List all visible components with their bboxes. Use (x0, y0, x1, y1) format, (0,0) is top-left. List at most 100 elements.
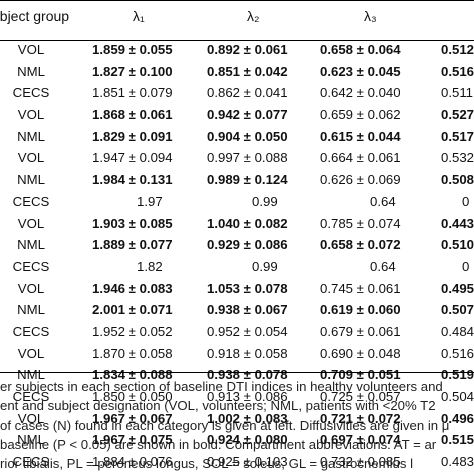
table-row: NML 1.984 ± 0.131 0.989 ± 0.124 0.626 ± 0.0… (0, 170, 474, 192)
cell-lambda2: 0.938 ± 0.078 (207, 367, 288, 383)
cell-subject-group: NML (17, 432, 45, 448)
cell-lambda1: 1.870 ± 0.058 (92, 345, 173, 361)
table-row: NML 1.827 ± 0.100 0.851 ± 0.042 0.623 ± 0.0… (0, 62, 474, 84)
cell-lambda3: 0.623 ± 0.045 (320, 63, 401, 79)
cell-lambda2: 0.924 ± 0.080 (207, 432, 288, 448)
table-row: VOL 1.868 ± 0.061 0.942 ± 0.077 0.659 ± 0.0… (0, 105, 474, 127)
cell-lambda4: 0 (462, 193, 470, 209)
cell-lambda4: 0.527 (441, 107, 474, 123)
cell-lambda1: 1.850 ± 0.050 (92, 389, 173, 404)
cell-lambda3: 0.658 ± 0.072 (320, 237, 401, 253)
table-row: VOL 1.967 ± 0.067 1.002 ± 0.083 0.721 ± 0.0… (0, 409, 474, 431)
cell-subject-group: CECS (12, 193, 50, 209)
cell-lambda1: 1.97 (137, 193, 163, 209)
table-row: NML 1.889 ± 0.077 0.929 ± 0.086 0.658 ± 0.0… (0, 235, 474, 257)
cell-lambda4: 0.516 (441, 63, 474, 79)
cell-lambda4: 0.532 (441, 150, 474, 166)
cell-subject-group: CECS (12, 454, 50, 470)
cell-lambda1: 1.967 ± 0.075 (92, 432, 173, 448)
table-row: CECS 1.82 0.99 0.64 0 (0, 257, 474, 279)
table-row: CECS 1.952 ± 0.052 0.952 ± 0.054 0.679 ± 0.… (0, 322, 474, 344)
cell-subject-group: VOL (17, 280, 45, 296)
table-row: VOL 1.946 ± 0.083 1.053 ± 0.078 0.745 ± 0.0… (0, 279, 474, 301)
cell-lambda3: 0.615 ± 0.044 (320, 128, 401, 144)
cell-lambda3: 0.64 (370, 258, 396, 274)
cell-subject-group: CECS (12, 258, 50, 274)
table-row: VOL 1.947 ± 0.094 0.997 ± 0.088 0.664 ± 0.0… (0, 148, 474, 170)
table-row: VOL 1.859 ± 0.055 0.892 ± 0.061 0.658 ± 0.0… (0, 40, 474, 62)
cell-lambda2: 0.904 ± 0.050 (207, 128, 288, 144)
table-top-rule (0, 0, 474, 1)
header-subject-group: ubject group (0, 8, 70, 24)
cell-subject-group: VOL (17, 345, 45, 361)
cell-subject-group: NML (17, 302, 45, 318)
cell-lambda2: 0.851 ± 0.042 (207, 63, 288, 79)
cell-subject-group: NML (17, 237, 45, 253)
cell-subject-group: CECS (12, 85, 50, 101)
cell-lambda1: 1.829 ± 0.091 (92, 128, 173, 144)
cell-lambda2: 0.925 ± 0.103 (207, 454, 288, 470)
header-rule (0, 40, 474, 41)
cell-lambda2: 1.053 ± 0.078 (207, 280, 288, 296)
cell-lambda2: 1.040 ± 0.082 (207, 215, 288, 231)
cell-lambda3: 0.64 (370, 193, 396, 209)
cell-lambda1: 1.851 ± 0.079 (92, 85, 173, 101)
cell-lambda1: 1.889 ± 0.077 (92, 237, 173, 253)
cell-lambda2: 0.862 ± 0.041 (207, 85, 288, 101)
cell-lambda1: 1.884 ± 0.076 (92, 454, 173, 470)
cell-lambda4: 0.511 (441, 85, 474, 101)
header-lambda3: λ₃ (364, 8, 377, 24)
caption-line: rior tibialis, PL = peroneus longus, SOL… (0, 456, 414, 472)
cell-lambda4: 0.443 (441, 215, 474, 231)
caption-line: of cases (N) found in each category is g… (0, 417, 450, 433)
cell-lambda2: 0.99 (252, 193, 278, 209)
cell-subject-group: VOL (17, 107, 45, 123)
cell-lambda4: 0.484 (441, 323, 474, 339)
cell-lambda3: 0.745 ± 0.061 (320, 280, 401, 296)
header-lambda1: λ₁ (133, 8, 145, 24)
cell-lambda3: 0.642 ± 0.040 (320, 85, 401, 101)
cell-lambda4: 0.510 (441, 237, 474, 253)
cell-lambda1: 1.82 (137, 258, 163, 274)
cell-lambda3: 0.732 ± 0.085 (320, 454, 401, 470)
cell-lambda3: 0.626 ± 0.069 (320, 172, 401, 188)
cell-lambda3: 0.679 ± 0.061 (320, 323, 401, 339)
cell-lambda1: 2.001 ± 0.071 (92, 302, 173, 318)
table-row: CECS 1.884 ± 0.076 0.925 ± 0.103 0.732 ± 0.… (0, 452, 474, 474)
table-row: CECS 1.97 0.99 0.64 0 (0, 192, 474, 214)
cell-lambda2: 0.99 (252, 258, 278, 274)
cell-lambda2: 0.942 ± 0.077 (207, 107, 288, 123)
cell-lambda4: 0.515 (441, 432, 474, 448)
cell-lambda4: 0.517 (441, 128, 474, 144)
cell-lambda2: 0.929 ± 0.086 (207, 237, 288, 253)
cell-lambda1: 1.967 ± 0.067 (92, 410, 173, 426)
cell-lambda3: 0.659 ± 0.062 (320, 107, 401, 123)
cell-lambda3: 0.709 ± 0.051 (320, 367, 401, 383)
cell-lambda4: 0.495 (441, 280, 474, 296)
cell-lambda2: 0.913 ± 0.086 (207, 389, 288, 404)
cell-lambda4: 0.516 (441, 345, 474, 361)
table-row: VOL 1.870 ± 0.058 0.918 ± 0.058 0.690 ± 0.0… (0, 344, 474, 366)
table-bottom-rule (0, 372, 474, 373)
table-row: CECS 1.851 ± 0.079 0.862 ± 0.041 0.642 ± 0.… (0, 83, 474, 105)
table-row: NML 2.001 ± 0.071 0.938 ± 0.067 0.619 ± 0.0… (0, 300, 474, 322)
cell-lambda2: 0.952 ± 0.054 (207, 323, 288, 339)
cell-subject-group: NML (17, 367, 45, 383)
cell-lambda1: 1.903 ± 0.085 (92, 215, 173, 231)
table-caption: er subjects in each section of baseline … (0, 377, 474, 473)
cell-subject-group: VOL (17, 42, 45, 57)
cell-subject-group: NML (17, 172, 45, 188)
cell-subject-group: VOL (17, 150, 45, 166)
cell-lambda1: 1.952 ± 0.052 (92, 323, 173, 339)
cell-lambda4: 0.519 (441, 367, 474, 383)
cell-lambda2: 0.938 ± 0.067 (207, 302, 288, 318)
table-row: NML 1.829 ± 0.091 0.904 ± 0.050 0.615 ± 0.0… (0, 127, 474, 149)
cell-lambda3: 0.785 ± 0.074 (320, 215, 401, 231)
cell-lambda4: 0.512 (441, 42, 474, 57)
caption-line: er subjects in each section of baseline … (0, 379, 443, 394)
cell-lambda3: 0.697 ± 0.074 (320, 432, 401, 448)
cell-lambda1: 1.834 ± 0.088 (92, 367, 173, 383)
cell-lambda1: 1.859 ± 0.055 (92, 42, 173, 57)
cell-lambda2: 0.918 ± 0.058 (207, 345, 288, 361)
table-row: NML 1.967 ± 0.075 0.924 ± 0.080 0.697 ± 0.0… (0, 430, 474, 452)
